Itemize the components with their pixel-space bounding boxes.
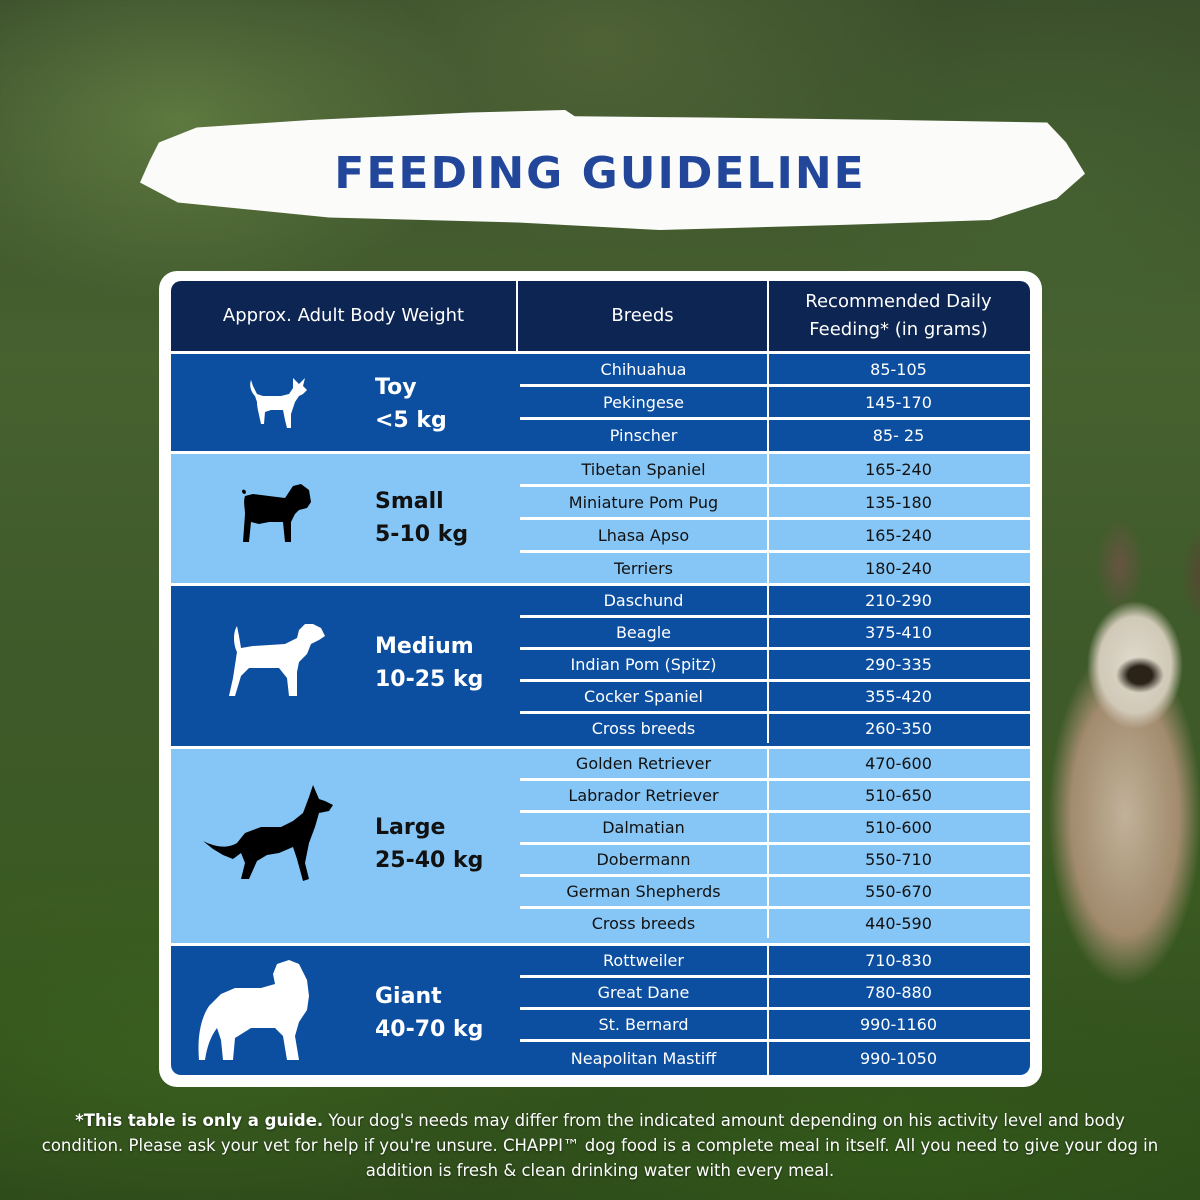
table-row: Cocker Spaniel 355-420 [520, 682, 1030, 714]
chihuahua-silhouette-icon [250, 378, 307, 428]
table-row: Terriers 180-240 [520, 553, 1030, 583]
table-header: Approx. Adult Body Weight Breeds Recomme… [171, 281, 1030, 351]
table-row: Cross breeds 260-350 [520, 714, 1030, 743]
footnote: *This table is only a guide. Your dog's … [40, 1108, 1160, 1183]
table-row: Tibetan Spaniel 165-240 [520, 454, 1030, 487]
size-label: Medium 10-25 kg [375, 634, 484, 692]
table-row: Neapolitan Mastiff 990-1050 [520, 1042, 1030, 1075]
table-row: Dobermann 550-710 [520, 845, 1030, 877]
table-row: Pinscher 85- 25 [520, 420, 1030, 451]
table-row: Pekingese 145-170 [520, 387, 1030, 420]
page-title: FEEDING GUIDELINE [334, 148, 866, 199]
group-giant: Giant 40-70 kg Rottweiler 710-830 Great … [171, 946, 1030, 1075]
table-row: Lhasa Apso 165-240 [520, 520, 1030, 553]
table-row: Beagle 375-410 [520, 618, 1030, 650]
group-medium: Medium 10-25 kg Daschund 210-290 Beagle … [171, 586, 1030, 746]
title-brush-stroke [140, 110, 1085, 230]
background-dog-photo [1045, 515, 1200, 985]
header-breeds: Breeds [518, 281, 769, 351]
size-label: Toy <5 kg [375, 375, 447, 433]
table-row: Great Dane 780-880 [520, 978, 1030, 1010]
table-row: German Shepherds 550-670 [520, 877, 1030, 909]
size-label: Giant 40-70 kg [375, 984, 484, 1042]
german-shepherd-silhouette-icon [203, 785, 333, 881]
table-row: Rottweiler 710-830 [520, 946, 1030, 978]
group-large: Large 25-40 kg Golden Retriever 470-600 … [171, 749, 1030, 943]
table-row: Labrador Retriever 510-650 [520, 781, 1030, 813]
table-row: Dalmatian 510-600 [520, 813, 1030, 845]
group-small: Small 5-10 kg Tibetan Spaniel 165-240 Mi… [171, 454, 1030, 583]
footnote-text: Your dog's needs may differ from the ind… [41, 1111, 1159, 1180]
pug-silhouette-icon [242, 484, 311, 542]
table-row: St. Bernard 990-1160 [520, 1010, 1030, 1042]
header-body-weight: Approx. Adult Body Weight [171, 281, 518, 351]
size-label: Small 5-10 kg [375, 489, 469, 547]
table-row: Indian Pom (Spitz) 290-335 [520, 650, 1030, 682]
table-row: Chihuahua 85-105 [520, 354, 1030, 387]
feeding-table: Approx. Adult Body Weight Breeds Recomme… [171, 281, 1030, 1075]
table-row: Cross breeds 440-590 [520, 909, 1030, 938]
group-toy: Toy <5 kg Chihuahua 85-105 Pekingese 145… [171, 354, 1030, 451]
table-row: Golden Retriever 470-600 [520, 749, 1030, 781]
beagle-silhouette-icon [229, 624, 325, 696]
size-label: Large 25-40 kg [375, 815, 484, 873]
table-row: Daschund 210-290 [520, 586, 1030, 618]
table-row: Miniature Pom Pug 135-180 [520, 487, 1030, 520]
footnote-bold: *This table is only a guide. [75, 1111, 324, 1130]
st-bernard-silhouette-icon [198, 960, 309, 1060]
header-daily-feeding: Recommended Daily Feeding* (in grams) [805, 291, 992, 340]
